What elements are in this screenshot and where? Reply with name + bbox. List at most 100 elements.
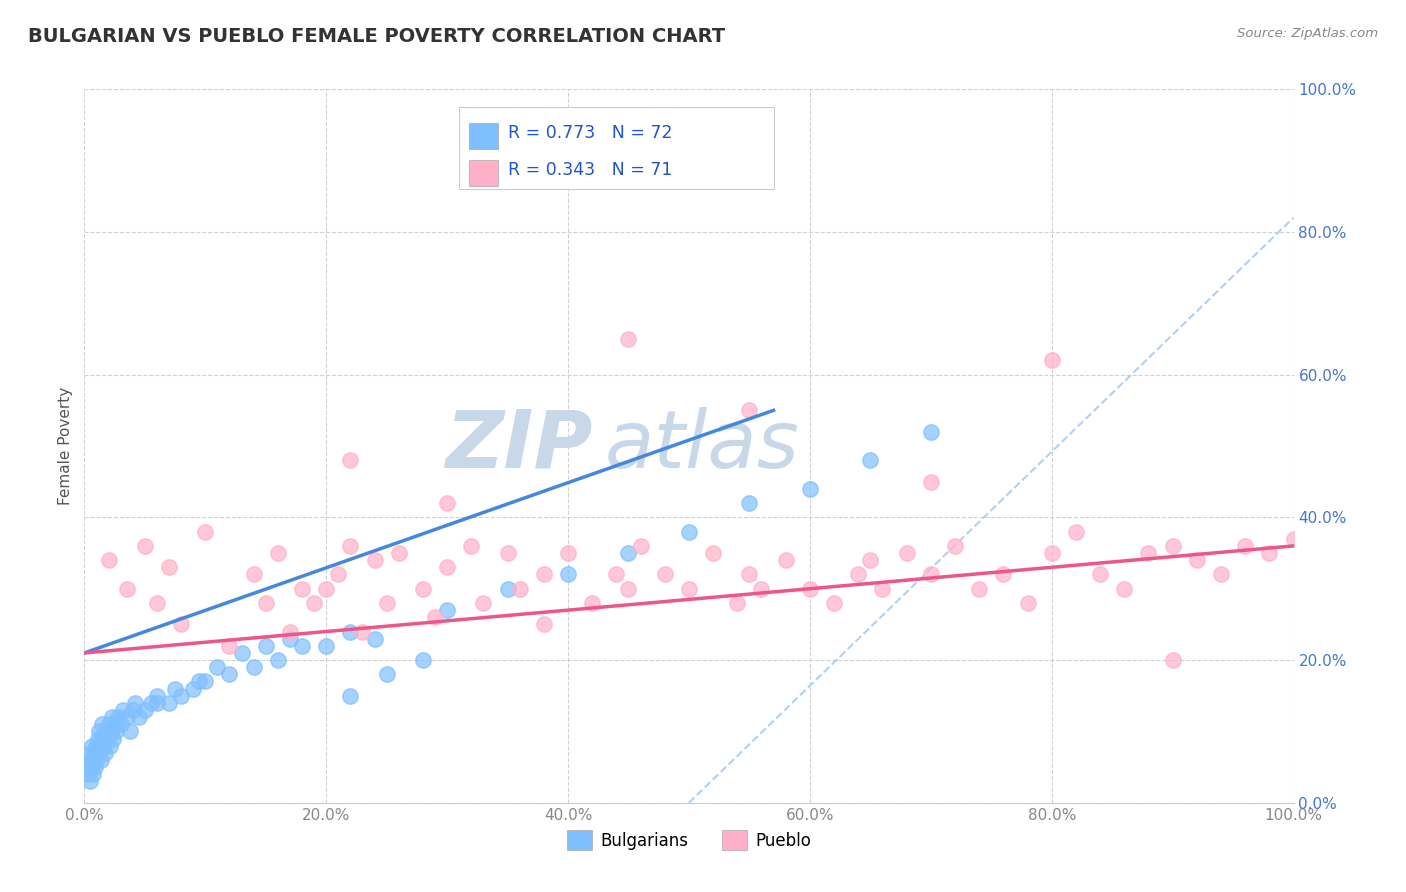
Text: ZIP: ZIP xyxy=(444,407,592,485)
Point xyxy=(157,696,180,710)
Point xyxy=(1282,532,1305,546)
Point xyxy=(920,475,942,489)
Point xyxy=(103,731,125,746)
Point xyxy=(859,453,882,467)
Point xyxy=(107,710,129,724)
Point xyxy=(315,582,337,596)
Point xyxy=(388,546,411,560)
Point xyxy=(87,746,110,760)
Point xyxy=(76,760,98,774)
Point xyxy=(436,603,458,617)
Point xyxy=(97,717,120,731)
Point xyxy=(1064,524,1087,539)
Point xyxy=(94,724,117,739)
Point xyxy=(80,739,103,753)
Point xyxy=(254,639,277,653)
Point xyxy=(1040,353,1063,368)
Point xyxy=(134,703,156,717)
Point xyxy=(267,546,290,560)
Text: BULGARIAN VS PUEBLO FEMALE POVERTY CORRELATION CHART: BULGARIAN VS PUEBLO FEMALE POVERTY CORRE… xyxy=(28,27,725,45)
Point xyxy=(278,632,301,646)
Point xyxy=(328,567,350,582)
Point xyxy=(242,660,264,674)
Point xyxy=(412,653,434,667)
Text: atlas: atlas xyxy=(605,407,799,485)
Point xyxy=(375,596,398,610)
Point xyxy=(278,624,301,639)
Point xyxy=(896,546,918,560)
Point xyxy=(79,746,101,760)
Point xyxy=(94,746,117,760)
Point xyxy=(993,567,1015,582)
Point xyxy=(170,617,193,632)
Point xyxy=(363,632,385,646)
FancyBboxPatch shape xyxy=(468,123,498,149)
Point xyxy=(509,582,531,596)
Point xyxy=(460,539,482,553)
Point xyxy=(738,403,761,417)
Point xyxy=(165,681,187,696)
Point xyxy=(1161,653,1184,667)
Text: R = 0.773   N = 72: R = 0.773 N = 72 xyxy=(508,124,672,142)
Point xyxy=(920,567,942,582)
Point xyxy=(617,582,640,596)
Point xyxy=(630,539,652,553)
Point xyxy=(146,696,169,710)
Point xyxy=(86,739,108,753)
Point xyxy=(920,425,942,439)
Point xyxy=(339,539,361,553)
Point xyxy=(139,696,162,710)
Point xyxy=(170,689,193,703)
Point xyxy=(291,639,314,653)
Point xyxy=(738,567,761,582)
Point xyxy=(100,724,122,739)
Point xyxy=(1088,567,1111,582)
Text: R = 0.343   N = 71: R = 0.343 N = 71 xyxy=(508,161,672,178)
Point xyxy=(104,724,127,739)
Point xyxy=(242,567,264,582)
Point xyxy=(77,767,100,781)
Point xyxy=(339,453,361,467)
Point xyxy=(91,717,114,731)
Point xyxy=(115,582,138,596)
Point xyxy=(267,653,290,667)
Point xyxy=(194,524,217,539)
Point xyxy=(207,660,229,674)
Point xyxy=(557,546,579,560)
Point xyxy=(84,760,107,774)
Point xyxy=(678,524,700,539)
Point xyxy=(120,724,142,739)
Point xyxy=(436,560,458,574)
Point xyxy=(702,546,724,560)
Point xyxy=(112,703,135,717)
Point xyxy=(617,332,640,346)
Point xyxy=(157,560,180,574)
Point xyxy=(83,746,105,760)
Point xyxy=(617,546,640,560)
Point xyxy=(254,596,277,610)
Point xyxy=(412,582,434,596)
Point xyxy=(339,624,361,639)
Point xyxy=(363,553,385,567)
Point xyxy=(799,582,821,596)
Point xyxy=(80,760,103,774)
Point xyxy=(496,582,519,596)
FancyBboxPatch shape xyxy=(460,107,773,189)
Point xyxy=(97,553,120,567)
Point xyxy=(967,582,990,596)
Point xyxy=(751,582,773,596)
Point xyxy=(1258,546,1281,560)
Point xyxy=(91,731,114,746)
Point xyxy=(725,596,748,610)
Point xyxy=(654,567,676,582)
Point xyxy=(533,567,555,582)
Point xyxy=(79,774,101,789)
Point xyxy=(1234,539,1257,553)
Point xyxy=(134,539,156,553)
Point xyxy=(1114,582,1136,596)
Point xyxy=(472,596,495,610)
Point xyxy=(352,624,374,639)
Point xyxy=(302,596,325,610)
Point xyxy=(218,667,240,681)
Point xyxy=(124,696,146,710)
